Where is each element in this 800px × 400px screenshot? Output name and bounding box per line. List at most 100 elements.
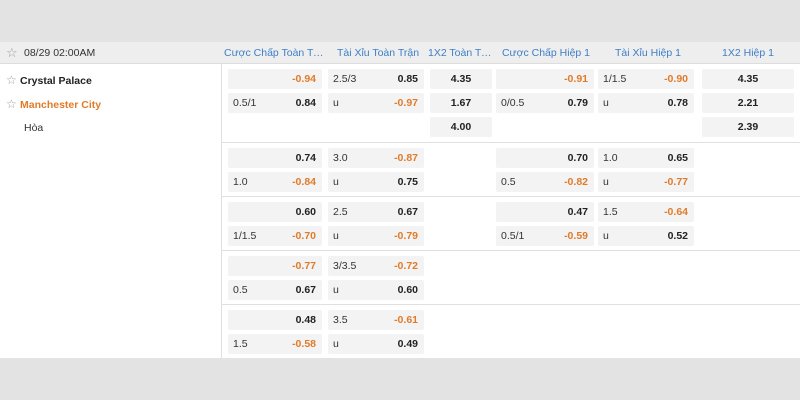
star-outline-icon[interactable]: ☆ bbox=[6, 73, 17, 87]
star-outline-icon[interactable]: ☆ bbox=[6, 97, 17, 111]
odds-cell-overunder-ft[interactable]: u 0.49 bbox=[328, 334, 424, 354]
divider bbox=[221, 196, 800, 197]
divider bbox=[221, 304, 800, 305]
odds-cell-overunder-ft[interactable]: 2.5 0.67 bbox=[328, 202, 424, 222]
odds-cell-overunder-ft[interactable]: 3/3.5 -0.72 bbox=[328, 256, 424, 276]
odds-cell-overunder-h1[interactable]: u 0.78 bbox=[598, 93, 694, 113]
odds-cell-overunder-ft[interactable]: u -0.79 bbox=[328, 226, 424, 246]
odds-cell-1x2-ft[interactable]: 4.00 bbox=[430, 117, 492, 137]
line: 3.0 bbox=[333, 152, 348, 164]
odds-cell-1x2-h1[interactable]: 4.35 bbox=[702, 69, 794, 89]
odds-cell-overunder-ft[interactable]: u -0.97 bbox=[328, 93, 424, 113]
odds-cell-1x2-ft[interactable]: 1.67 bbox=[430, 93, 492, 113]
price: 0.74 bbox=[295, 152, 316, 164]
odds-cell-handicap-h1[interactable]: -0.91 bbox=[496, 69, 594, 89]
odds-cell-handicap-ft[interactable]: 0.5 0.67 bbox=[228, 280, 322, 300]
price: 0.49 bbox=[397, 338, 418, 350]
price: 2.39 bbox=[737, 121, 759, 133]
price: -0.58 bbox=[292, 338, 316, 350]
odds-cell-1x2-ft[interactable]: 4.35 bbox=[430, 69, 492, 89]
line: 0.5 bbox=[501, 176, 516, 188]
odds-cell-overunder-h1[interactable]: u -0.77 bbox=[598, 172, 694, 192]
odds-cell-1x2-h1[interactable]: 2.21 bbox=[702, 93, 794, 113]
odds-cell-handicap-h1[interactable]: 0.5 -0.82 bbox=[496, 172, 594, 192]
line: 1.0 bbox=[603, 152, 618, 164]
line: 2.5/3 bbox=[333, 73, 357, 85]
line: 3.5 bbox=[333, 314, 348, 326]
price: -0.70 bbox=[292, 230, 316, 242]
price: 4.35 bbox=[737, 73, 759, 85]
odds-cell-handicap-h1[interactable]: 0.5/1 -0.59 bbox=[496, 226, 594, 246]
price: -0.59 bbox=[564, 230, 588, 242]
odds-cell-overunder-ft[interactable]: u 0.75 bbox=[328, 172, 424, 192]
price: 4.00 bbox=[450, 121, 472, 133]
away-team[interactable]: ☆ Manchester City bbox=[6, 97, 101, 111]
odds-cell-handicap-h1[interactable]: 0/0.5 0.79 bbox=[496, 93, 594, 113]
line: 1/1.5 bbox=[603, 73, 627, 85]
odds-cell-handicap-h1[interactable]: 0.47 bbox=[496, 202, 594, 222]
line: 1.5 bbox=[233, 338, 248, 350]
star-outline-icon[interactable]: ☆ bbox=[6, 45, 18, 60]
price: 0.78 bbox=[667, 97, 688, 109]
odds-cell-handicap-h1[interactable]: 0.70 bbox=[496, 148, 594, 168]
price: 0.67 bbox=[397, 206, 418, 218]
odds-cell-overunder-ft[interactable]: 2.5/3 0.85 bbox=[328, 69, 424, 89]
odds-cell-handicap-ft[interactable]: 1.0 -0.84 bbox=[228, 172, 322, 192]
odds-cell-handicap-ft[interactable]: 0.5/1 0.84 bbox=[228, 93, 322, 113]
line: u bbox=[333, 284, 339, 296]
odds-cell-handicap-ft[interactable]: -0.77 bbox=[228, 256, 322, 276]
price: -0.77 bbox=[664, 176, 688, 188]
price: -0.72 bbox=[394, 260, 418, 272]
price: -0.64 bbox=[664, 206, 688, 218]
home-team-name: Crystal Palace bbox=[20, 75, 92, 87]
price: -0.61 bbox=[394, 314, 418, 326]
price: -0.90 bbox=[664, 73, 688, 85]
odds-table: ☆ 08/29 02:00AM Cược Chấp Toàn Trận Tài … bbox=[0, 42, 800, 358]
odds-cell-overunder-ft[interactable]: u 0.60 bbox=[328, 280, 424, 300]
odds-cell-overunder-h1[interactable]: 1.0 0.65 bbox=[598, 148, 694, 168]
line: 2.5 bbox=[333, 206, 348, 218]
price: -0.87 bbox=[394, 152, 418, 164]
odds-cell-handicap-ft[interactable]: 0.60 bbox=[228, 202, 322, 222]
odds-cell-handicap-ft[interactable]: 0.74 bbox=[228, 148, 322, 168]
price: -0.84 bbox=[292, 176, 316, 188]
price: 0.70 bbox=[567, 152, 588, 164]
divider bbox=[221, 250, 800, 251]
odds-cell-handicap-ft[interactable]: 1/1.5 -0.70 bbox=[228, 226, 322, 246]
home-team[interactable]: ☆ Crystal Palace bbox=[6, 73, 92, 87]
odds-cell-handicap-ft[interactable]: -0.94 bbox=[228, 69, 322, 89]
odds-cell-overunder-ft[interactable]: 3.0 -0.87 bbox=[328, 148, 424, 168]
odds-cell-overunder-h1[interactable]: 1.5 -0.64 bbox=[598, 202, 694, 222]
line: 1.5 bbox=[603, 206, 618, 218]
line: u bbox=[333, 230, 339, 242]
line: u bbox=[333, 176, 339, 188]
odds-cell-overunder-h1[interactable]: u 0.52 bbox=[598, 226, 694, 246]
price: -0.94 bbox=[292, 73, 316, 85]
price: 1.67 bbox=[450, 97, 472, 109]
price: -0.97 bbox=[394, 97, 418, 109]
col-header-overunder-ft: Tài Xỉu Toàn Trận bbox=[336, 47, 420, 59]
line: 1.0 bbox=[233, 176, 248, 188]
odds-cell-1x2-h1[interactable]: 2.39 bbox=[702, 117, 794, 137]
price: 0.75 bbox=[397, 176, 418, 188]
odds-cell-handicap-ft[interactable]: 1.5 -0.58 bbox=[228, 334, 322, 354]
price: -0.91 bbox=[564, 73, 588, 85]
odds-cell-overunder-h1[interactable]: 1/1.5 -0.90 bbox=[598, 69, 694, 89]
line: 0.5/1 bbox=[501, 230, 525, 242]
price: 2.21 bbox=[737, 97, 759, 109]
table-header: ☆ 08/29 02:00AM Cược Chấp Toàn Trận Tài … bbox=[0, 42, 800, 64]
price: 0.52 bbox=[667, 230, 688, 242]
divider bbox=[221, 64, 222, 358]
odds-cell-overunder-ft[interactable]: 3.5 -0.61 bbox=[328, 310, 424, 330]
line: u bbox=[603, 176, 609, 188]
line: u bbox=[333, 97, 339, 109]
price: 0.85 bbox=[397, 73, 418, 85]
line: 0.5/1 bbox=[233, 97, 257, 109]
line: 3/3.5 bbox=[333, 260, 357, 272]
line: 0.5 bbox=[233, 284, 248, 296]
price: -0.77 bbox=[292, 260, 316, 272]
price: 0.60 bbox=[295, 206, 316, 218]
line: 1/1.5 bbox=[233, 230, 257, 242]
away-team-name: Manchester City bbox=[20, 99, 102, 111]
odds-cell-handicap-ft[interactable]: 0.48 bbox=[228, 310, 322, 330]
